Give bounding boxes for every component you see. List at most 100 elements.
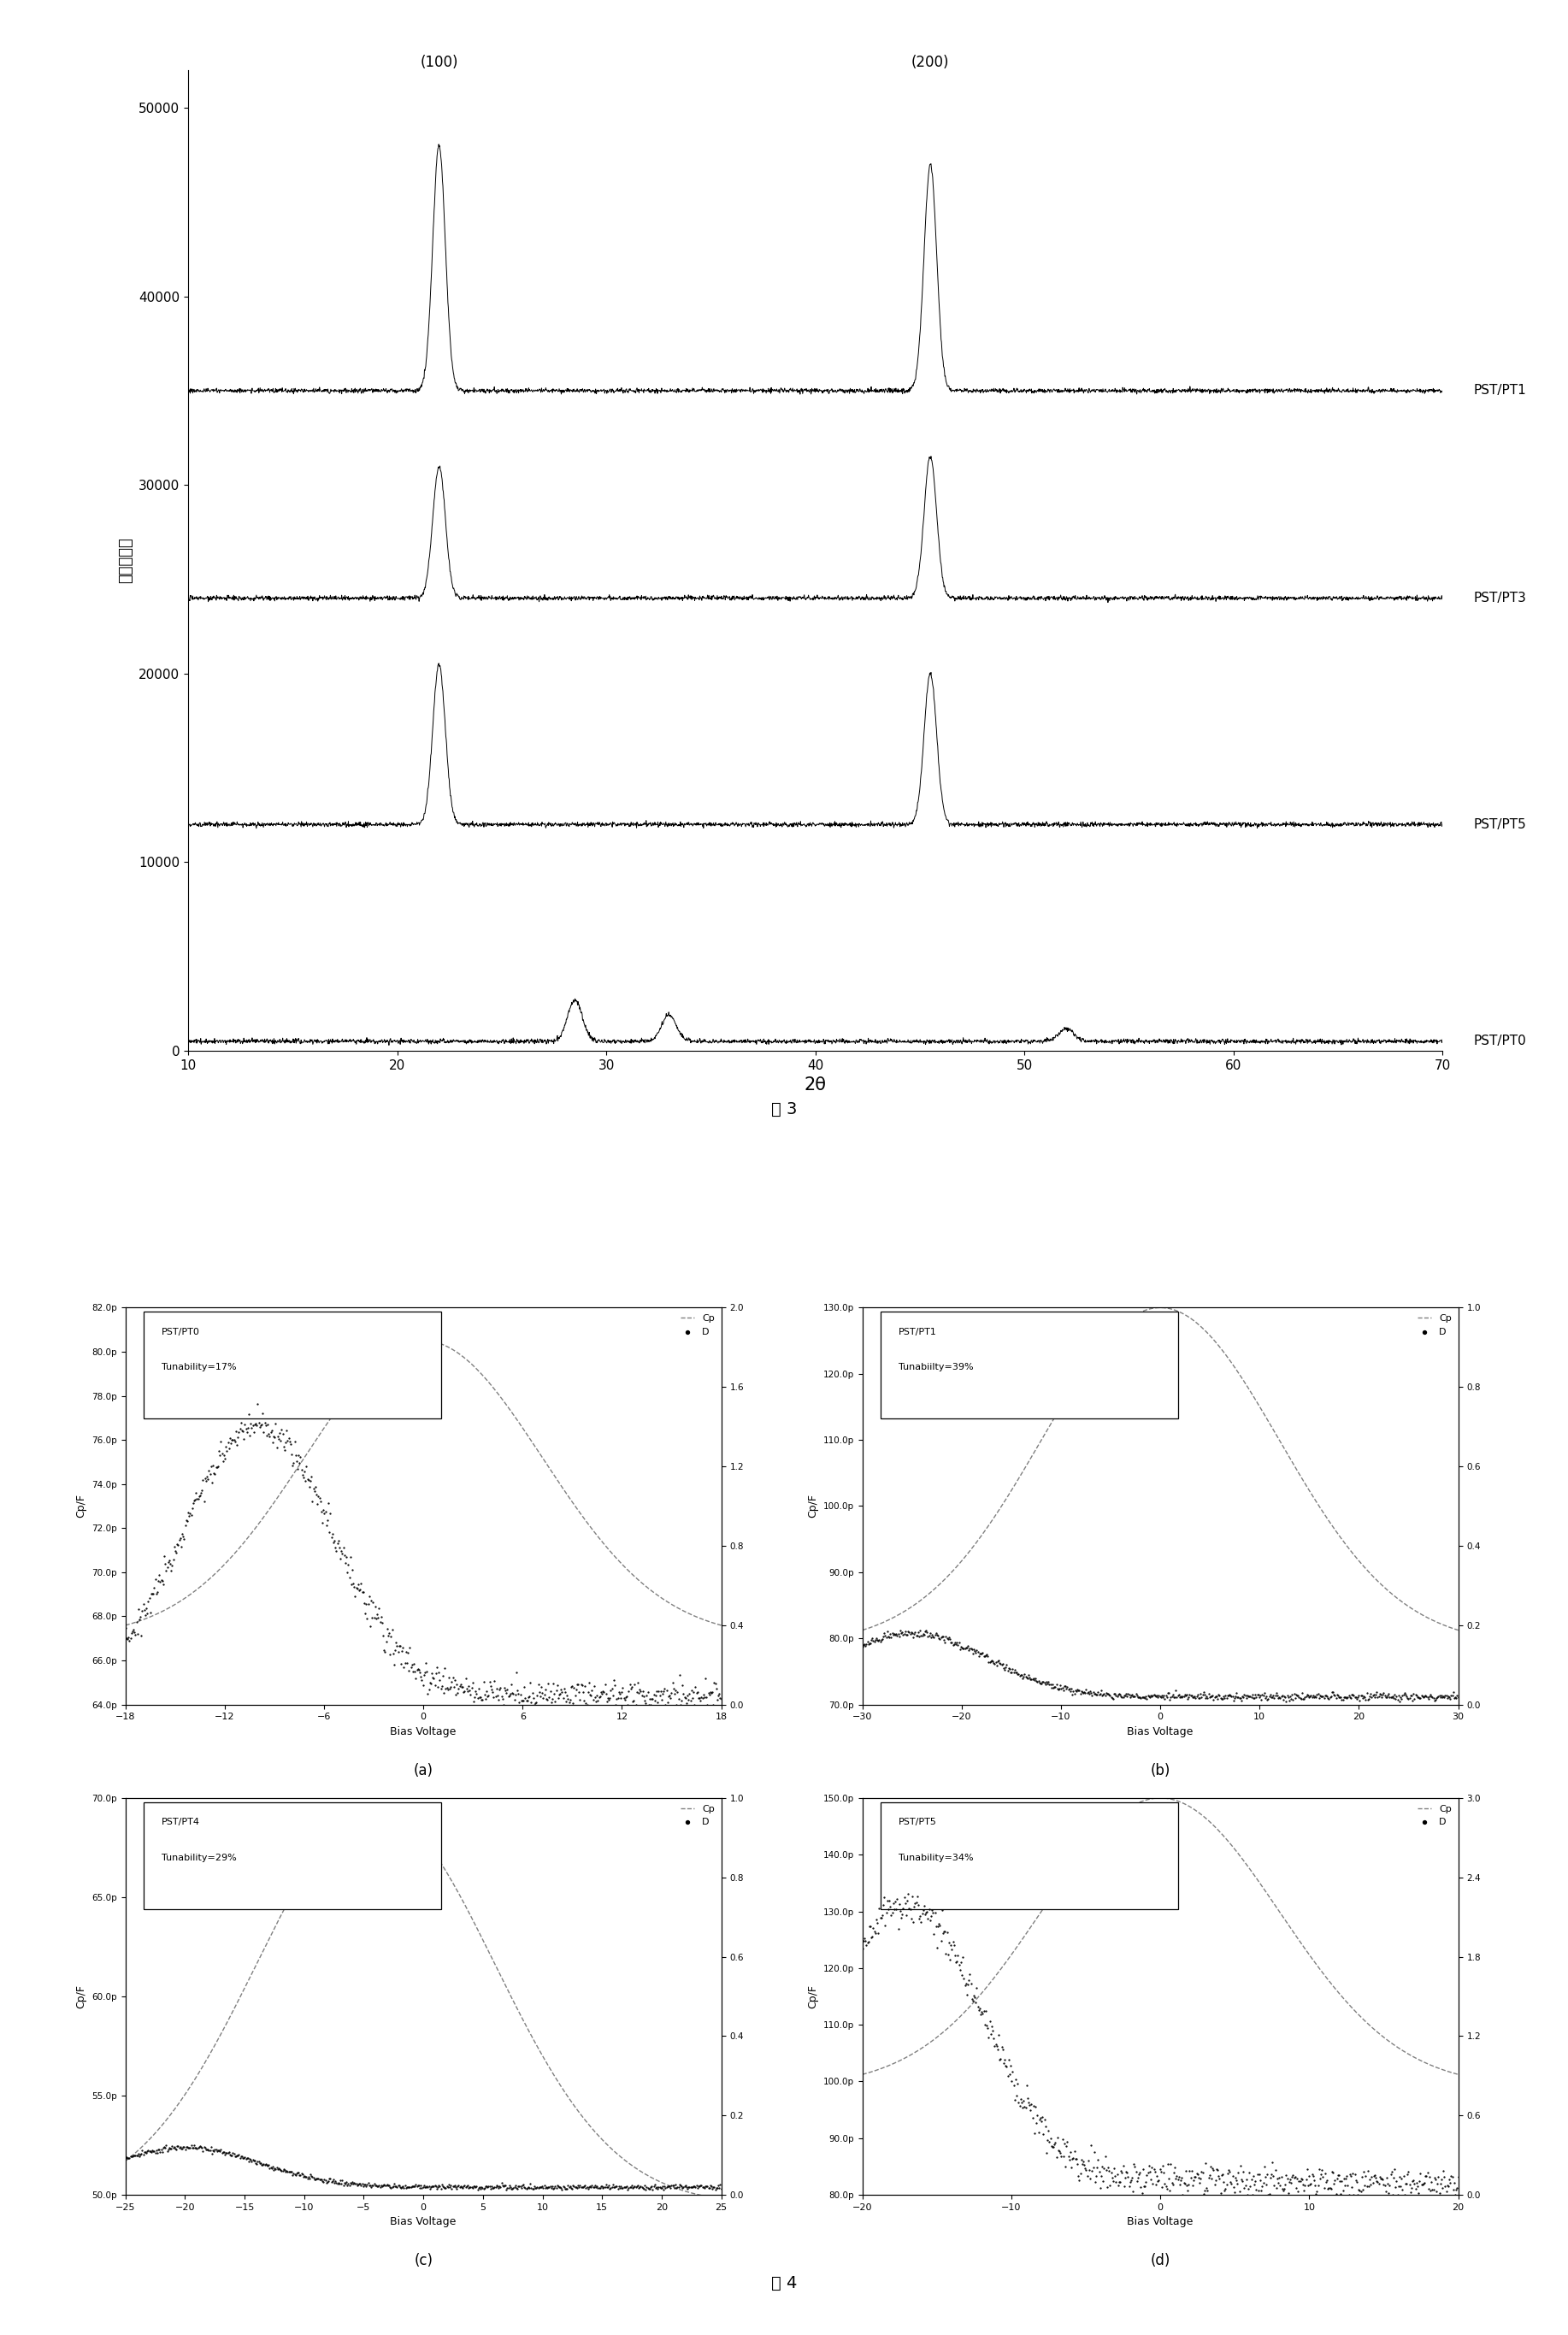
Point [1011,2083,1036,2120]
Point [511,1681,536,1719]
Point [486,1681,511,1719]
Point [1308,1677,1333,1714]
Text: 图 4: 图 4 [771,2277,797,2291]
Point [1154,2169,1179,2207]
Point [296,1462,321,1499]
Point [522,2169,547,2207]
Point [345,2167,370,2204]
Point [492,2167,517,2204]
Point [329,2165,354,2202]
Point [1156,2146,1181,2183]
Point [706,2167,731,2204]
Point [138,1595,163,1632]
Point [993,2048,1018,2085]
Point [555,1681,580,1719]
Point [659,2167,684,2204]
Point [447,2167,472,2204]
Point [862,1623,887,1660]
Point [1322,1677,1347,1714]
Point [1181,1679,1206,1716]
Point [205,1448,230,1485]
Point [190,2130,215,2167]
Point [326,2165,351,2202]
Point [1348,2172,1374,2209]
Point [1066,1672,1091,1709]
Point [655,1679,681,1716]
Point [1400,1674,1425,1712]
Point [144,1574,169,1611]
Point [397,2169,422,2207]
Point [900,1877,925,1915]
Point [441,2167,466,2204]
Point [1370,1677,1396,1714]
Point [1352,2153,1377,2190]
Point [1052,2148,1077,2186]
Point [632,2169,657,2207]
Point [535,1681,560,1719]
Point [1400,2162,1425,2200]
Point [459,2169,485,2207]
Point [351,2167,376,2204]
Point [448,2167,474,2204]
Point [1107,1674,1132,1712]
Legend: Cp, D: Cp, D [676,1310,718,1340]
Point [1124,1677,1149,1714]
Point [321,2165,347,2202]
Point [1259,2155,1284,2193]
Point [607,2169,632,2207]
Point [643,2169,668,2207]
Point [1298,2165,1323,2202]
Point [237,2139,262,2176]
Point [1421,2172,1446,2209]
Point [681,1674,706,1712]
Point [516,2167,541,2204]
Point [259,2148,284,2186]
Point [1060,1672,1085,1709]
Point [1036,2111,1062,2148]
Point [408,1653,433,1691]
Point [400,1646,425,1684]
Point [143,1560,168,1597]
Point [494,2172,519,2209]
Text: PST/PT1: PST/PT1 [898,1329,936,1336]
Point [1385,2176,1410,2214]
Point [588,1679,613,1716]
Point [886,1618,911,1656]
Point [365,2167,390,2204]
Point [1430,2169,1455,2207]
Legend: Cp, D: Cp, D [676,1800,718,1831]
Point [218,2137,243,2174]
Point [174,1501,199,1539]
Point [1261,2158,1286,2195]
Point [158,1546,183,1583]
Point [287,2158,312,2195]
Point [1113,2153,1138,2190]
Point [544,2167,569,2204]
Point [1439,1677,1465,1714]
Point [492,1672,517,1709]
Point [1173,1677,1198,1714]
Point [864,1620,889,1658]
Point [571,2167,596,2204]
Point [914,1894,939,1931]
Point [492,2167,517,2204]
Point [1062,2132,1087,2169]
Point [963,1632,988,1670]
Point [1051,2139,1076,2176]
Point [464,2167,489,2204]
Point [235,2139,260,2176]
Point [621,2167,646,2204]
Point [971,1637,996,1674]
Point [1055,2139,1080,2176]
Point [693,1679,718,1716]
Point [353,1595,378,1632]
Point [1338,1679,1363,1716]
Point [637,2172,662,2209]
X-axis label: Bias Voltage: Bias Voltage [390,1726,456,1737]
Point [911,1616,936,1653]
Point [558,1681,583,1719]
Point [651,2172,676,2209]
Point [201,2132,226,2169]
Point [1325,2160,1350,2197]
Point [347,2165,372,2202]
